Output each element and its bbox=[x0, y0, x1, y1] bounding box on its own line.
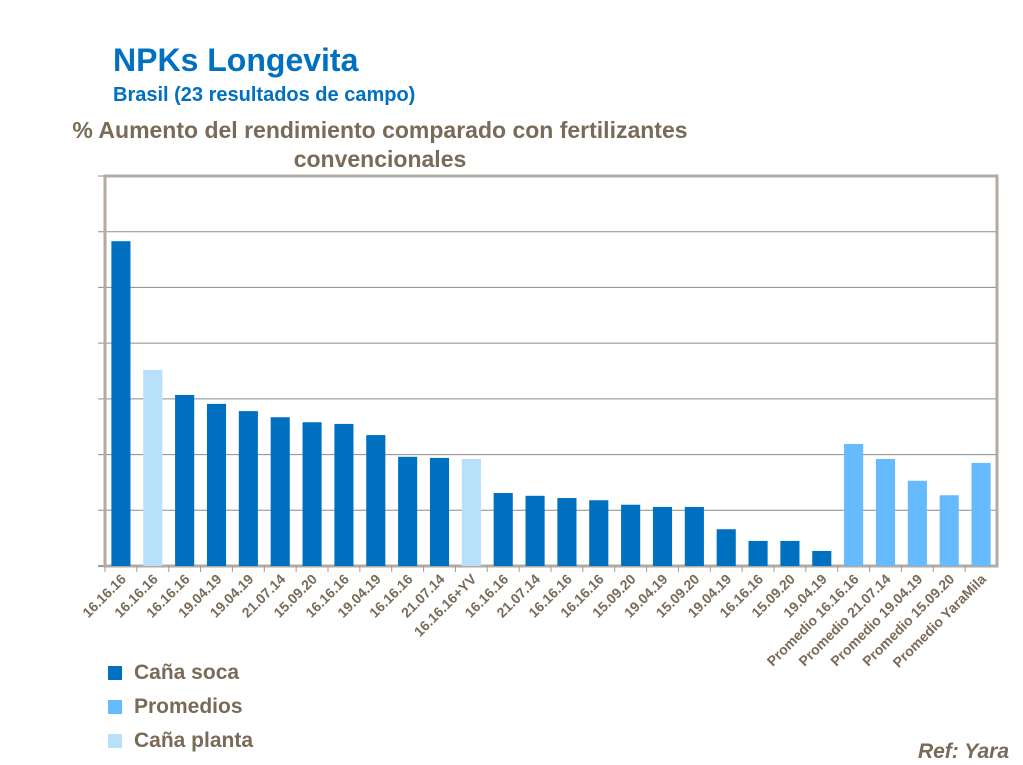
bar bbox=[238, 411, 258, 566]
page-title: NPKs Longevita bbox=[113, 42, 359, 78]
bar bbox=[270, 417, 290, 566]
bar bbox=[875, 459, 896, 566]
bar bbox=[812, 550, 832, 566]
bar bbox=[939, 495, 959, 566]
bar bbox=[971, 462, 991, 566]
legend: Caña soca Promedios Caña planta bbox=[108, 656, 253, 758]
bar bbox=[429, 457, 450, 566]
bar bbox=[143, 369, 163, 566]
bar bbox=[780, 540, 800, 566]
bar bbox=[366, 435, 386, 566]
bar bbox=[111, 241, 131, 566]
bar bbox=[334, 423, 354, 566]
bar bbox=[557, 498, 577, 566]
bar bbox=[621, 504, 641, 566]
legend-swatch bbox=[108, 700, 122, 714]
legend-item-cana-soca: Caña soca bbox=[108, 656, 253, 690]
bar bbox=[525, 495, 545, 566]
bar bbox=[844, 443, 864, 566]
bar bbox=[206, 403, 227, 566]
bar bbox=[589, 500, 609, 566]
bar bbox=[175, 394, 195, 566]
legend-label: Caña planta bbox=[134, 729, 254, 752]
bar bbox=[398, 456, 418, 566]
reference-note: Ref: Yara bbox=[917, 740, 1009, 763]
bar bbox=[716, 529, 736, 566]
bar bbox=[684, 506, 704, 566]
page-subtitle: Brasil (23 resultados de campo) bbox=[113, 84, 416, 106]
chart-title: % Aumento del rendimiento comparado con … bbox=[72, 117, 688, 172]
bar bbox=[748, 540, 768, 566]
legend-label: Caña soca bbox=[134, 661, 240, 684]
bar bbox=[302, 422, 322, 566]
bar bbox=[461, 459, 481, 566]
legend-label: Promedios bbox=[134, 695, 243, 718]
legend-item-promedios: Promedios bbox=[108, 690, 253, 724]
bar bbox=[907, 480, 927, 566]
legend-item-cana-planta: Caña planta bbox=[108, 724, 253, 758]
legend-swatch bbox=[108, 734, 122, 748]
legend-swatch bbox=[108, 666, 122, 680]
bar bbox=[493, 493, 513, 566]
bar bbox=[652, 506, 673, 566]
